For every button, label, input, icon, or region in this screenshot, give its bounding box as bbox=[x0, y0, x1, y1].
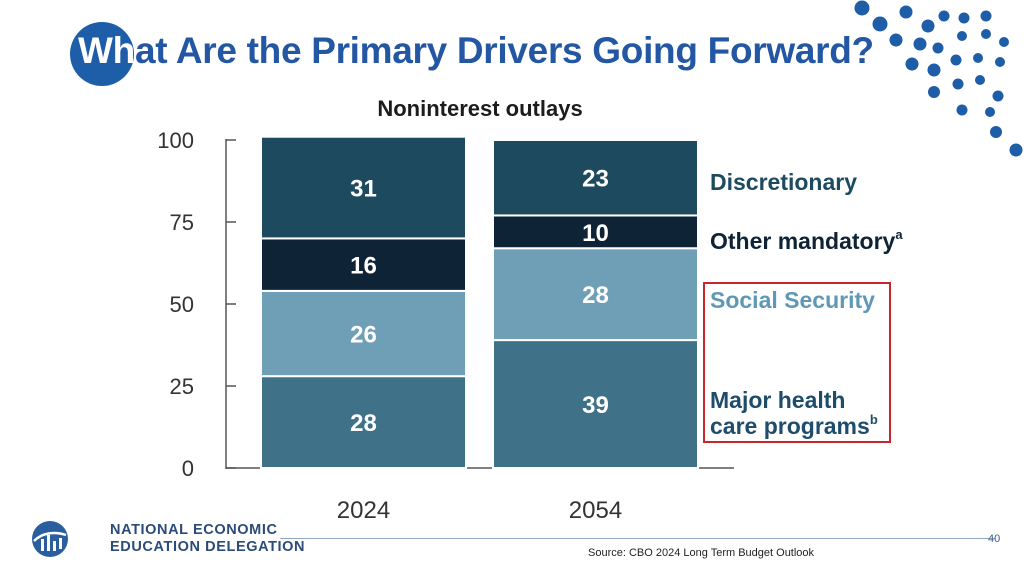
bar-value-label: 31 bbox=[350, 176, 377, 203]
y-tick-label: 0 bbox=[182, 456, 194, 481]
decorative-dot bbox=[932, 42, 944, 54]
bar-value-label: 28 bbox=[582, 282, 609, 309]
globe-icon bbox=[32, 521, 68, 557]
decorative-dot bbox=[957, 31, 967, 41]
bar-value-label: 10 bbox=[582, 220, 609, 247]
decorative-dot bbox=[899, 5, 913, 19]
series-label: Social Security bbox=[710, 287, 875, 313]
bar-value-label: 39 bbox=[582, 392, 609, 419]
bar-segment bbox=[492, 139, 699, 217]
series-label: Discretionary bbox=[710, 169, 857, 195]
decorative-dot bbox=[956, 104, 968, 116]
y-tick-label: 50 bbox=[170, 292, 194, 317]
bar-value-label: 28 bbox=[350, 410, 377, 437]
bar-value-label: 26 bbox=[350, 322, 377, 349]
decorative-dot bbox=[938, 10, 950, 22]
y-tick-label: 25 bbox=[170, 374, 194, 399]
y-tick-label: 75 bbox=[170, 210, 194, 235]
org-logo: NATIONAL ECONOMIC EDUCATION DELEGATION bbox=[30, 519, 305, 561]
decorative-dot bbox=[985, 107, 995, 117]
decorative-dot bbox=[854, 0, 870, 16]
decorative-dot bbox=[921, 19, 935, 33]
org-name-line1: NATIONAL ECONOMIC bbox=[110, 522, 278, 538]
bar-segment bbox=[260, 237, 467, 292]
decorative-dot bbox=[950, 54, 962, 66]
bar-segment bbox=[260, 135, 467, 240]
decorative-dot bbox=[952, 78, 964, 90]
org-name-line2: EDUCATION DELEGATION bbox=[110, 539, 306, 555]
series-label-line2: care programsb bbox=[710, 412, 878, 439]
decorative-dot bbox=[975, 75, 985, 85]
page-title: What Are the Primary Drivers Going Forwa… bbox=[78, 30, 874, 72]
bar-value-label: 16 bbox=[350, 253, 377, 280]
bar-segment bbox=[492, 339, 699, 469]
page-title-rest: at Are the Primary Drivers Going Forward… bbox=[134, 30, 874, 71]
decorative-dot bbox=[990, 126, 1002, 138]
decorative-dot bbox=[905, 57, 919, 71]
chart-title: Noninterest outlays bbox=[377, 96, 583, 121]
source-note: Source: CBO 2024 Long Term Budget Outloo… bbox=[588, 547, 815, 559]
decorative-dot bbox=[981, 29, 991, 39]
bar-segment bbox=[260, 289, 467, 378]
highlight-box bbox=[703, 282, 891, 443]
series-label: Major health bbox=[710, 387, 845, 413]
decorative-dot bbox=[1009, 143, 1023, 157]
decorative-dot bbox=[999, 37, 1009, 47]
series-label: Other mandatorya bbox=[710, 227, 903, 254]
decorative-dot bbox=[980, 10, 992, 22]
decorative-dot bbox=[928, 86, 940, 98]
page-title-initial: Wh bbox=[78, 30, 135, 71]
decorative-dot bbox=[927, 63, 941, 77]
decorative-dot bbox=[992, 90, 1004, 102]
x-tick-label: 2054 bbox=[569, 497, 622, 524]
decorative-dot-pattern bbox=[854, 0, 1023, 157]
y-tick-label: 100 bbox=[157, 128, 194, 153]
page-number: 40 bbox=[988, 533, 1001, 545]
title-accent-circle bbox=[70, 22, 134, 86]
bar-segment bbox=[260, 375, 467, 469]
decorative-dot bbox=[889, 33, 903, 47]
decorative-dot bbox=[913, 37, 927, 51]
decorative-dot bbox=[995, 57, 1005, 67]
decorative-dot bbox=[958, 12, 970, 24]
footer-divider bbox=[280, 538, 995, 539]
decorative-dot bbox=[872, 16, 888, 32]
x-tick-label: 2024 bbox=[337, 497, 390, 524]
bar-value-label: 23 bbox=[582, 166, 609, 193]
decorative-dot bbox=[973, 53, 983, 63]
